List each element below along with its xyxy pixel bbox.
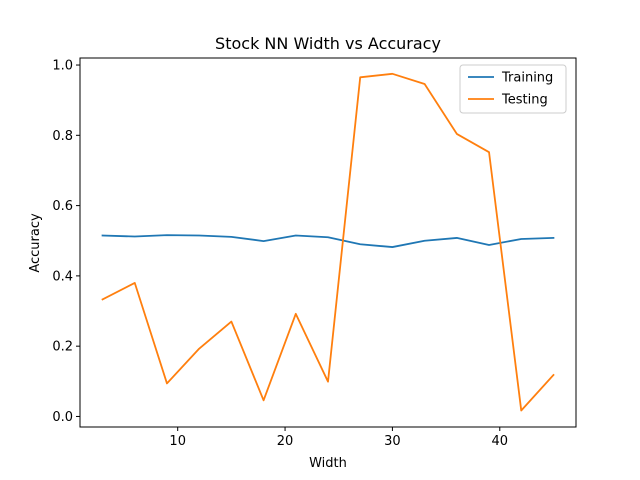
y-tick-label: 0.4 (52, 269, 73, 284)
y-axis-label: Accuracy (28, 213, 43, 273)
series-line-testing (101, 72, 555, 412)
plot-area: 10 20 30 40 0.0 0.2 0.4 0.6 0.8 1.0 Training Testin… (52, 57, 577, 449)
x-tick-label: 20 (277, 434, 294, 449)
series-line-training (101, 234, 555, 248)
y-tick-label: 1.0 (52, 59, 73, 74)
y-tick-label: 0.2 (52, 340, 73, 355)
x-tick-label: 10 (169, 434, 186, 449)
y-tick-label: 0.0 (52, 410, 73, 425)
chart-title: Stock NN Width vs Accuracy (215, 34, 441, 53)
legend-label-training: Training (501, 71, 553, 86)
x-tick-label: 30 (384, 434, 401, 449)
axes-frame (79, 57, 577, 428)
y-tick-label: 0.6 (52, 199, 73, 214)
y-tick-label: 0.8 (52, 129, 73, 144)
x-tick-label: 40 (492, 434, 509, 449)
legend-label-testing: Testing (501, 93, 548, 108)
x-axis-label: Width (309, 456, 347, 471)
